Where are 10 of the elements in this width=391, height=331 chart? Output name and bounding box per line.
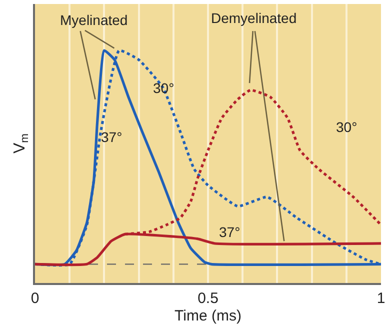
annotation: 37° xyxy=(219,224,240,240)
x-tick-label: 1 xyxy=(376,290,386,307)
x-axis-title: Time (ms) xyxy=(174,308,242,324)
annotation: 30° xyxy=(153,80,174,96)
x-tick-label: 0 xyxy=(30,290,40,307)
x-tick-label: 0.5 xyxy=(198,290,218,307)
annotation: 37° xyxy=(101,129,122,145)
annotation: 30° xyxy=(336,119,358,135)
text: Demyelinated xyxy=(211,10,297,26)
text: Myelinated xyxy=(60,12,128,28)
